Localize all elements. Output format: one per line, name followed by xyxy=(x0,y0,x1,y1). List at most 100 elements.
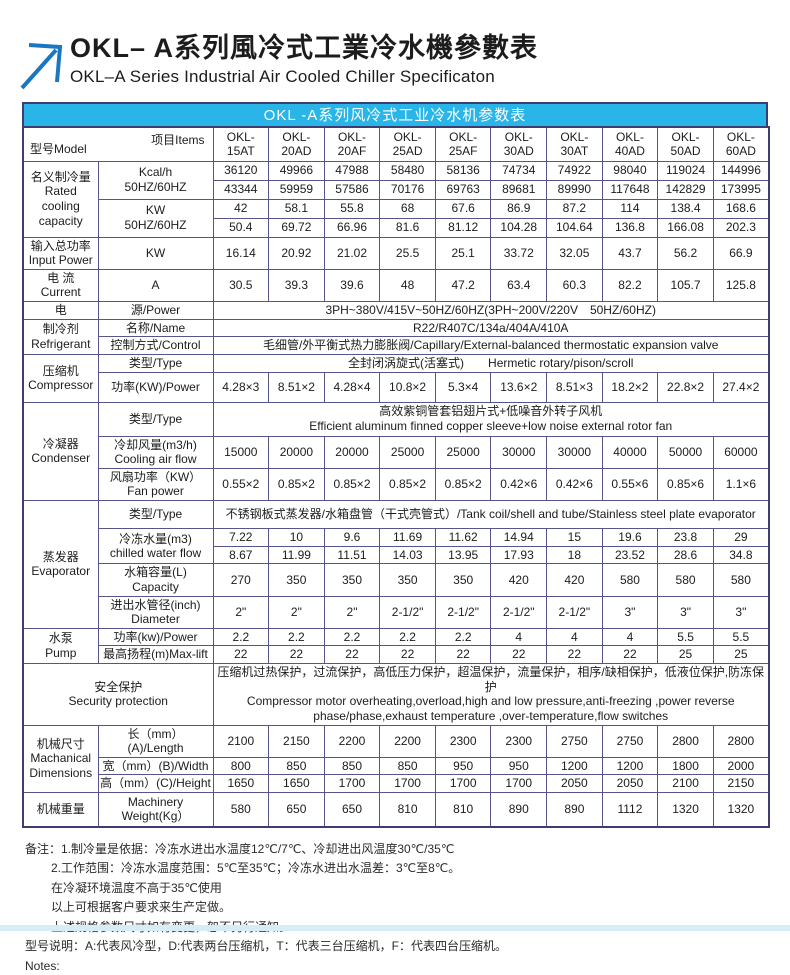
value-cell: 25 xyxy=(657,645,714,664)
value-cell: 47988 xyxy=(323,160,381,181)
model-header-cell: OKL- 50AD xyxy=(657,126,714,162)
value-cell: 0.85×2 xyxy=(379,467,436,502)
row-group-label: 名义制冷量 Rated cooling capacity xyxy=(22,160,99,238)
corner-header-cell: 型号Model 项目Items xyxy=(22,126,214,162)
value-cell: 125.8 xyxy=(712,268,770,303)
value-cell: 580 xyxy=(712,563,770,597)
value-cell: 23.8 xyxy=(657,528,714,547)
value-cell: 89681 xyxy=(490,179,548,200)
value-cell: 1700 xyxy=(490,774,548,793)
row-item-label: 高效紫铜管套铝翅片式+低噪音外转子风机 Efficient aluminum fi… xyxy=(212,401,770,437)
logo-arrow-icon xyxy=(16,34,64,97)
table-row: 50.4 69.72 66.96 81.6 81.12 104.28 104.64 136.8… xyxy=(23,217,770,238)
value-cell: 7.22 xyxy=(212,528,270,547)
value-cell: 49966 xyxy=(268,160,325,181)
row-item-label: 不锈钢板式蒸发器/水箱盘管（干式壳管式）/Tank coil/shell and… xyxy=(212,500,770,529)
table-row: 控制方式/Control 毛细管/外平衡式热力膨胀阀/Capillary/Exte… xyxy=(23,336,770,355)
row-item-label: A xyxy=(97,268,214,303)
value-cell: 25000 xyxy=(379,435,436,469)
value-cell: 4 xyxy=(546,627,603,647)
row-group-label: 蒸发器 Evaporator xyxy=(22,500,99,629)
value-cell: 17.93 xyxy=(490,545,548,565)
table-row: 8.67 11.99 11.51 14.03 13.95 17.93 18 23.52 28.6… xyxy=(23,545,770,565)
value-cell: 56.2 xyxy=(657,236,714,270)
value-cell: 60.3 xyxy=(546,268,603,303)
value-cell: 40000 xyxy=(601,435,659,469)
value-cell: 1200 xyxy=(601,756,659,776)
row-item-label: 冷却风量(m3/h) Cooling air flow xyxy=(97,435,214,469)
value-cell: 2-1/2" xyxy=(490,595,548,629)
value-cell: 20000 xyxy=(323,435,381,469)
value-cell: 58480 xyxy=(379,160,436,181)
value-cell: 1700 xyxy=(379,774,436,793)
value-cell: 32.05 xyxy=(546,236,603,270)
table-row: 宽（mm）(B)/Width 800 850 850 850 950 950 1200 1200… xyxy=(23,756,770,776)
value-cell: 18 xyxy=(546,545,603,565)
value-cell: 57586 xyxy=(323,179,381,200)
value-cell: 950 xyxy=(434,756,492,776)
value-cell: 117648 xyxy=(601,179,659,200)
model-header-cell: OKL- 40AD xyxy=(601,126,659,162)
value-cell: 34.8 xyxy=(712,545,770,565)
value-cell: 3" xyxy=(657,595,714,629)
value-cell: 2100 xyxy=(212,724,270,758)
value-cell: 2300 xyxy=(490,724,548,758)
value-cell: 22 xyxy=(323,645,381,664)
row-item-label: 最高扬程(m)Max-lift xyxy=(97,645,214,664)
row-item-label: 压缩机过热保护，过流保护，高低压力保护，超温保护，流量保护，相序/缺相保护，低液… xyxy=(212,663,770,726)
value-cell: 850 xyxy=(268,756,325,776)
value-cell: 81.12 xyxy=(434,217,492,238)
row-item-label: 类型/Type xyxy=(97,353,214,373)
value-cell: 350 xyxy=(379,563,436,597)
value-cell: 3" xyxy=(601,595,659,629)
table-row: 电 流 Current A 30.5 39.3 39.6 48 47.2 63.4 60.3 82.… xyxy=(22,268,770,303)
table-row: 压缩机 Compressor 类型/Type 全封闭涡旋式(活塞式) Hermetic… xyxy=(22,353,770,403)
row-item-label: 功率(KW)/Power xyxy=(97,371,214,403)
value-cell: 25.1 xyxy=(434,236,492,270)
value-cell: 0.85×6 xyxy=(657,467,714,502)
value-cell: 22 xyxy=(212,645,270,664)
bottom-accent-strip xyxy=(0,925,790,931)
row-group-label: 机械尺寸 Machanical Dimensions xyxy=(22,724,99,793)
value-cell: 89990 xyxy=(546,179,603,200)
value-cell: 27.4×2 xyxy=(712,371,770,403)
value-cell: 2000 xyxy=(712,756,770,776)
value-cell: 39.3 xyxy=(268,268,325,303)
row-item-label: 3PH~380V/415V~50HZ/60HZ(3PH~200V/220V 50… xyxy=(212,301,770,320)
model-header-cell: OKL- 20AF xyxy=(323,126,381,162)
value-cell: 86.9 xyxy=(490,198,548,219)
row-group-label: 机械重量 xyxy=(22,792,99,827)
table-row: 冷冻水量(m3) chilled water flow 7.22 10 9.6 11.69… xyxy=(23,527,770,565)
table-row: 机械重量 Machinery Weight(Kg） 580 650 650 810 810 89… xyxy=(22,792,770,827)
value-cell: 104.28 xyxy=(490,217,548,238)
value-cell: 66.96 xyxy=(323,217,381,238)
value-cell: 48 xyxy=(379,268,436,303)
value-cell: 14.03 xyxy=(379,545,436,565)
value-cell: 69763 xyxy=(434,179,492,200)
table-title: OKL -A系列风冷式工业冷水机参数表 xyxy=(22,102,768,126)
value-cell: 2-1/2" xyxy=(379,595,436,629)
value-cell: 2.2 xyxy=(323,627,381,647)
value-cell: 0.42×6 xyxy=(490,467,548,502)
note-line: 在冷凝环境温度不高于35℃使用 xyxy=(51,880,222,895)
value-cell: 144996 xyxy=(712,160,770,181)
value-cell: 33.72 xyxy=(490,236,548,270)
value-cell: 68 xyxy=(379,198,436,219)
value-cell: 2150 xyxy=(712,774,770,793)
value-cell: 5.5 xyxy=(657,627,714,647)
value-cell: 23.52 xyxy=(601,545,659,565)
value-cell: 36120 xyxy=(212,160,270,181)
value-cell: 22.8×2 xyxy=(657,371,714,403)
value-cell: 4.28×4 xyxy=(323,371,381,403)
value-cell: 2750 xyxy=(546,724,603,758)
value-cell: 28.6 xyxy=(657,545,714,565)
value-cell: 82.2 xyxy=(601,268,659,303)
value-cell: 58136 xyxy=(434,160,492,181)
row-group-label: 电 xyxy=(22,301,99,320)
value-cell: 58.1 xyxy=(268,198,325,219)
row-item-label: 功率(kw)/Power xyxy=(97,627,214,647)
row-group-label: 安全保护 Security protection xyxy=(22,663,214,726)
value-cell: 19.6 xyxy=(601,528,659,547)
value-cell: 98040 xyxy=(601,160,659,181)
value-cell: 650 xyxy=(268,792,325,827)
